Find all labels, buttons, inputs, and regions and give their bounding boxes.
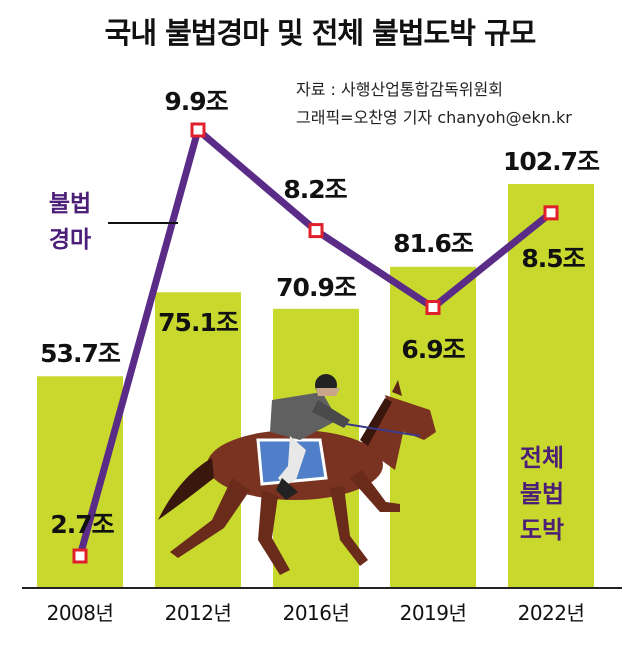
line-legend-word-2: 경마: [48, 227, 92, 253]
bar-legend-word-2: 불법: [519, 480, 565, 508]
bar-value-label-2022년: 102.7조: [503, 147, 600, 176]
x-tick-label-2016년: 2016년: [283, 601, 350, 625]
line-value-label-2012년: 9.9조: [164, 87, 228, 116]
bar-legend-word-3: 도박: [519, 516, 565, 544]
line-value-label-2008년: 2.7조: [50, 510, 114, 539]
source-credit: 자료 : 사행산업통합감독위원회: [296, 80, 503, 99]
line-point-2008년: [72, 548, 88, 564]
x-tick-label-2012년: 2012년: [165, 601, 232, 625]
line-point-2012년: [190, 122, 206, 138]
x-axis-baseline: [22, 587, 622, 589]
bar-value-label-2012년: 75.1조: [158, 308, 239, 337]
line-series-legend-leader: [108, 222, 178, 224]
line-point-2022년: [543, 205, 559, 221]
line-point-2019년: [425, 300, 441, 315]
line-point-2016년: [308, 223, 324, 239]
line-value-label-2019년: 6.9조: [401, 335, 465, 364]
line-value-label-2016년: 8.2조: [283, 175, 347, 204]
bar-value-label-2008년: 53.7조: [40, 339, 121, 368]
x-tick-label-2022년: 2022년: [518, 601, 585, 625]
line-value-label-2022년: 8.5조: [521, 244, 585, 273]
x-tick-label-2019년: 2019년: [400, 601, 467, 625]
line-series-legend: 불법 경마: [38, 186, 102, 258]
bar-2022년: [508, 184, 594, 587]
bar-value-label-2019년: 81.6조: [393, 229, 474, 258]
graphic-credit: 그래픽=오찬영 기자 chanyoh@ekn.kr: [296, 108, 572, 127]
horse-and-jockey-illustration: [158, 374, 436, 575]
bar-series-legend: 전체 불법 도박: [510, 440, 574, 548]
x-tick-label-2008년: 2008년: [47, 601, 114, 625]
chart-title: 국내 불법경마 및 전체 불법도박 규모: [104, 16, 537, 50]
bar-value-label-2016년: 70.9조: [276, 273, 357, 302]
bar-legend-word-1: 전체: [519, 444, 565, 472]
line-legend-word-1: 불법: [48, 191, 92, 217]
